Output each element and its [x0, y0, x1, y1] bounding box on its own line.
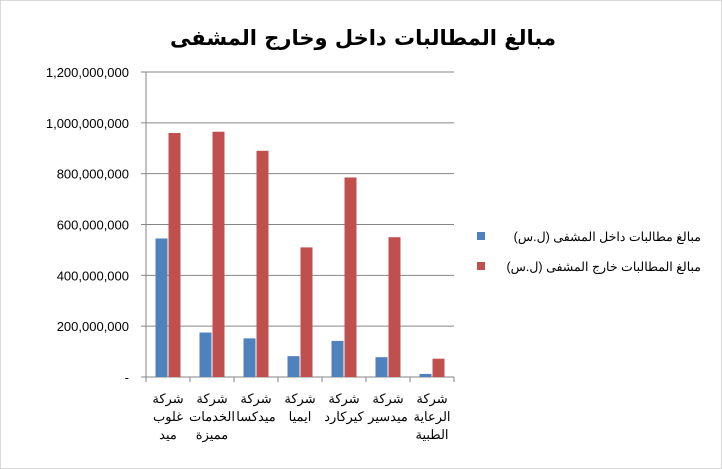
- bar-series-2-5: [344, 177, 357, 377]
- axes: [141, 71, 455, 382]
- legend-swatch-series-2: [477, 262, 485, 270]
- y-axis-tick-labels: - 200,000,000 400,000,000 600,000,000 800,00…: [46, 65, 129, 385]
- legend: مبالغ مطالبات داخل المشفى (ل.س) مبالغ الم…: [477, 230, 701, 275]
- y-tick-label: -: [125, 370, 129, 385]
- category-label: شركة: [372, 391, 403, 407]
- category-label: شركة: [240, 391, 271, 407]
- legend-label-series-2: مبالغ المطالبات خارج المشفى (ل.س): [506, 260, 701, 275]
- y-tick-label: 200,000,000: [57, 319, 129, 334]
- bar-series-2-4: [300, 247, 313, 377]
- y-tick-label: 1,000,000,000: [46, 116, 129, 131]
- category-label: ميدكسا: [236, 409, 275, 424]
- bar-series-1-3: [243, 338, 256, 377]
- category-label: ميد: [159, 427, 177, 442]
- gridlines: [146, 71, 454, 327]
- category-label: الرعاية: [413, 409, 450, 425]
- chart-title: مبالغ المطالبات داخل وخارج المشفى: [170, 26, 556, 51]
- category-label: شركة: [328, 391, 359, 407]
- bar-series-1-6: [375, 357, 388, 377]
- bar-series-2-2: [212, 131, 225, 377]
- category-label: ميدسير: [367, 409, 408, 425]
- bar-series-1-1: [155, 238, 168, 377]
- y-tick-label: 800,000,000: [57, 167, 129, 182]
- bar-series-2-6: [388, 237, 401, 377]
- bars: [155, 131, 445, 377]
- bar-series-2-7: [432, 358, 445, 377]
- category-label: غلوب: [153, 409, 183, 425]
- y-tick-label: 600,000,000: [57, 218, 129, 233]
- category-label: الخدمات: [189, 409, 235, 424]
- legend-label-series-1: مبالغ مطالبات داخل المشفى (ل.س): [514, 230, 701, 245]
- category-label: شركة: [152, 391, 183, 407]
- bar-series-1-7: [419, 373, 432, 377]
- y-tick-label: 400,000,000: [57, 268, 129, 283]
- category-label: شركة: [196, 391, 227, 407]
- bar-series-1-2: [199, 332, 212, 377]
- category-label: شركة: [416, 391, 447, 407]
- y-tick-label: 1,200,000,000: [46, 65, 129, 80]
- category-label: الطبية: [415, 427, 448, 442]
- bar-series-1-5: [331, 340, 344, 377]
- bar-series-1-4: [287, 356, 300, 377]
- category-label: شركة: [284, 391, 315, 407]
- bar-series-2-1: [168, 133, 181, 377]
- bar-series-2-3: [256, 150, 269, 377]
- category-label: ايميا: [289, 409, 312, 424]
- legend-swatch-series-1: [477, 232, 485, 240]
- x-axis-category-labels: شركة غلوب ميد شركة الخدمات مميزة شركة ميدكسا شرك…: [152, 391, 450, 443]
- category-label: مميزة: [196, 427, 228, 443]
- category-label: كيركارد: [324, 409, 364, 425]
